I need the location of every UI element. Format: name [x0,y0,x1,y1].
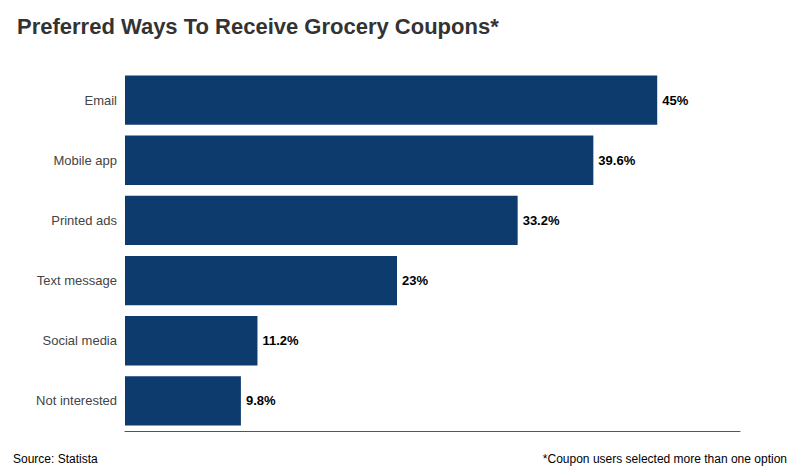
svg-text:Text message: Text message [37,273,117,288]
svg-text:Mobile app: Mobile app [53,153,117,168]
svg-text:*Coupon users selected more th: *Coupon users selected more than one opt… [543,452,787,466]
svg-text:Printed ads: Printed ads [51,213,117,228]
svg-text:33.2%: 33.2% [523,213,560,228]
svg-text:Preferred Ways To Receive Groc: Preferred Ways To Receive Grocery Coupon… [17,14,499,39]
svg-text:9.8%: 9.8% [246,393,276,408]
svg-text:Email: Email [84,93,117,108]
svg-text:45%: 45% [662,93,688,108]
svg-text:Not interested: Not interested [36,393,117,408]
svg-text:Source: Statista: Source: Statista [13,452,98,466]
svg-text:11.2%: 11.2% [262,333,299,348]
svg-text:Social media: Social media [43,333,118,348]
svg-text:39.6%: 39.6% [598,153,635,168]
svg-text:23%: 23% [402,273,428,288]
